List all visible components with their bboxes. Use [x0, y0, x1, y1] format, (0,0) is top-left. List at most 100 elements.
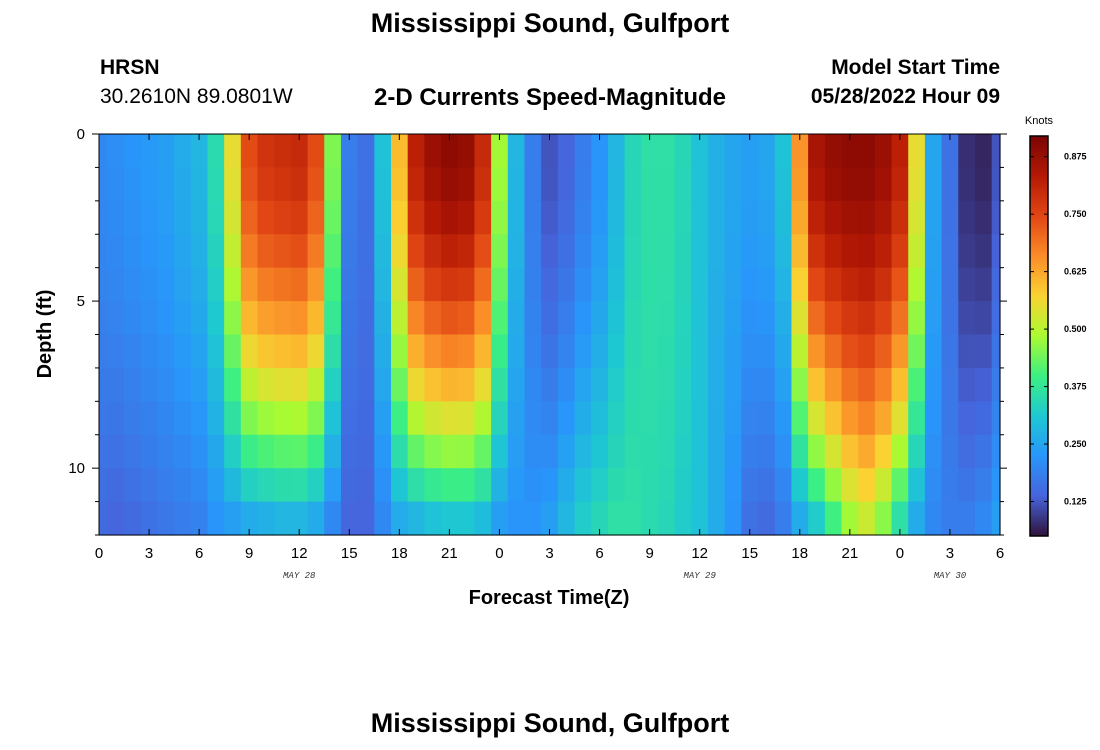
heatmap-cell [541, 134, 559, 169]
heatmap-cell [99, 468, 108, 503]
heatmap-cell [307, 301, 325, 336]
station-coordinates: 30.2610N 89.0801W [100, 85, 293, 108]
heatmap-cell [240, 367, 259, 402]
heatmap-cell [140, 134, 158, 169]
heatmap-cell [441, 234, 459, 269]
x-axis: 0 3 6 9 12 15 18 21 0 3 6 9 12 15 18 21 0 3 6 MAY 28 MAY 29 M… [95, 134, 1004, 581]
heatmap-cell [541, 200, 559, 235]
heatmap-cell [290, 401, 309, 436]
heatmap-cell [991, 167, 1001, 202]
heatmap-cell [557, 434, 576, 469]
heatmap-cell [641, 134, 659, 169]
heatmap-cell [941, 234, 959, 269]
heatmap-cell [657, 167, 676, 202]
heatmap-cell [524, 301, 542, 336]
heatmap-cell [724, 200, 742, 235]
heatmap-cell [874, 401, 893, 436]
heatmap-cell [991, 468, 1001, 503]
heatmap-cell [541, 334, 559, 369]
heatmap-cell [157, 367, 175, 402]
heatmap-cell [924, 468, 943, 503]
heatmap-cell [307, 167, 325, 202]
heatmap-cell [107, 434, 125, 469]
heatmap-cell [941, 334, 959, 369]
heatmap-cell [591, 501, 609, 536]
heatmap-cell [624, 167, 642, 202]
heatmap-cell [958, 501, 976, 536]
heatmap-cell [607, 468, 626, 503]
heatmap-cell [307, 234, 325, 269]
heatmap-cell [557, 200, 576, 235]
heatmap-cell [407, 501, 425, 536]
heatmap-cell [791, 468, 809, 503]
heatmap-cell [290, 234, 309, 269]
date-label: MAY 28 [283, 571, 316, 581]
heatmap-cell [107, 267, 125, 302]
heatmap-cell [824, 501, 843, 536]
heatmap-cell [257, 301, 275, 336]
heatmap-cell [99, 134, 108, 169]
heatmap-cell [708, 468, 726, 503]
heatmap-cell [541, 267, 559, 302]
heatmap-cell [257, 134, 275, 169]
heatmap-cell [357, 134, 375, 169]
heatmap-cell [591, 200, 609, 235]
heatmap-cell [908, 167, 926, 202]
heatmap-cell [524, 401, 542, 436]
heatmap-cell [741, 301, 759, 336]
heatmap-cell [390, 167, 409, 202]
heatmap-cell [708, 200, 726, 235]
heatmap-cell [891, 468, 909, 503]
heatmap-cell [524, 434, 542, 469]
heatmap-cell [340, 367, 359, 402]
heatmap-cell [474, 267, 492, 302]
heatmap-cell [758, 301, 776, 336]
heatmap-cell [157, 267, 175, 302]
heatmap-cell [457, 434, 476, 469]
heatmap-cell [107, 200, 125, 235]
repeat-chart-title: Mississippi Sound, Gulfport [370, 708, 730, 738]
heatmap-cell [240, 167, 259, 202]
heatmap-cell [207, 367, 225, 402]
heatmap-cell [974, 401, 993, 436]
heatmap-cell [808, 134, 826, 169]
heatmap-cell [357, 434, 375, 469]
heatmap-cell [174, 501, 192, 536]
heatmap-cell [340, 234, 359, 269]
heatmap-cell [140, 501, 158, 536]
heatmap-cell [140, 401, 158, 436]
model-start-label: Model Start Time [831, 56, 1000, 79]
heatmap-cell [357, 401, 375, 436]
heatmap-cell [791, 267, 809, 302]
heatmap-cell [808, 501, 826, 536]
heatmap-cell [841, 267, 859, 302]
heatmap-cell [657, 134, 676, 169]
heatmap-cell [591, 301, 609, 336]
heatmap-cell [674, 334, 692, 369]
heatmap-cell [507, 167, 526, 202]
heatmap-cell [124, 200, 142, 235]
heatmap-cell [224, 301, 242, 336]
heatmap-cell [691, 334, 709, 369]
heatmap-cell [791, 134, 809, 169]
heatmap-cell [991, 367, 1001, 402]
x-tick-label: 0 [495, 545, 503, 562]
heatmap-cell [290, 434, 309, 469]
heatmap-cell [691, 234, 709, 269]
heatmap-cell [207, 167, 225, 202]
heatmap-cell [157, 468, 175, 503]
heatmap-cell [958, 434, 976, 469]
heatmap-cell [407, 434, 425, 469]
heatmap-cell [390, 468, 409, 503]
heatmap-cell [524, 234, 542, 269]
heatmap-cell [557, 367, 576, 402]
heatmap-cell [824, 267, 843, 302]
heatmap-cell [741, 134, 759, 169]
heatmap-cell [774, 301, 793, 336]
heatmap-cell [441, 501, 459, 536]
heatmap-cell [708, 167, 726, 202]
heatmap-cell [958, 200, 976, 235]
heatmap-cell [708, 267, 726, 302]
heatmap-cell [641, 334, 659, 369]
heatmap-cell [424, 167, 442, 202]
